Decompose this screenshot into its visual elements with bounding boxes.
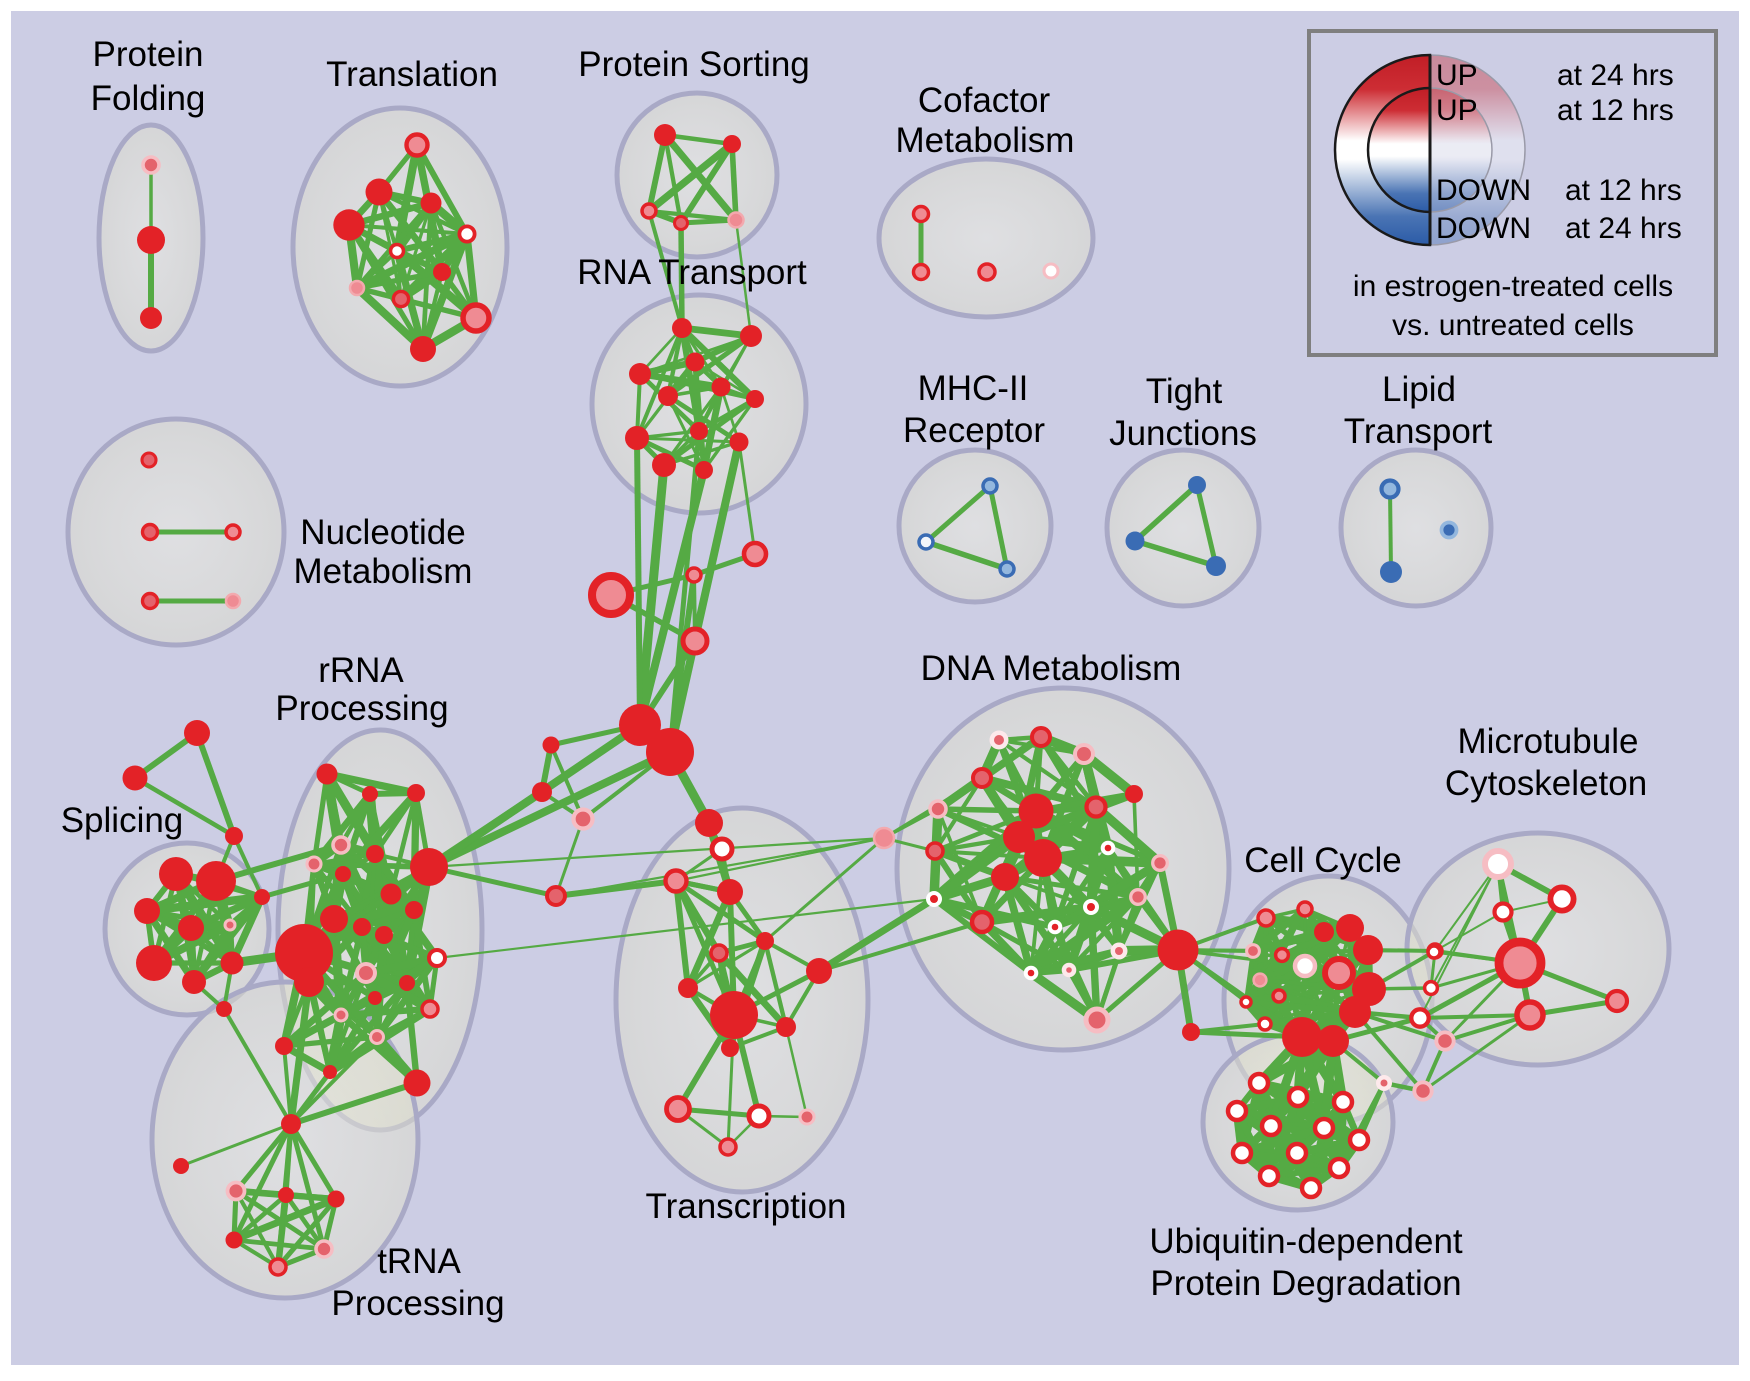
svg-text:Splicing: Splicing bbox=[61, 801, 184, 840]
svg-text:Microtubule: Microtubule bbox=[1458, 722, 1639, 761]
svg-text:DOWN: DOWN bbox=[1436, 174, 1531, 207]
svg-text:rRNA: rRNA bbox=[318, 651, 404, 690]
svg-text:Protein Degradation: Protein Degradation bbox=[1150, 1264, 1461, 1303]
svg-text:Processing: Processing bbox=[275, 689, 448, 728]
svg-text:Metabolism: Metabolism bbox=[294, 552, 473, 591]
svg-text:Cell Cycle: Cell Cycle bbox=[1244, 841, 1402, 880]
svg-text:Processing: Processing bbox=[331, 1284, 504, 1323]
svg-text:at 24 hrs: at 24 hrs bbox=[1565, 212, 1682, 245]
svg-text:RNA Transport: RNA Transport bbox=[577, 253, 807, 292]
svg-text:Cytoskeleton: Cytoskeleton bbox=[1445, 764, 1647, 803]
svg-text:tRNA: tRNA bbox=[377, 1242, 461, 1281]
svg-text:DNA Metabolism: DNA Metabolism bbox=[921, 649, 1182, 688]
svg-text:Lipid: Lipid bbox=[1382, 370, 1456, 409]
svg-text:Receptor: Receptor bbox=[903, 411, 1045, 450]
svg-text:at 24 hrs: at 24 hrs bbox=[1557, 59, 1674, 92]
svg-text:Transport: Transport bbox=[1344, 412, 1493, 451]
svg-text:Folding: Folding bbox=[91, 79, 206, 118]
svg-text:Nucleotide: Nucleotide bbox=[300, 513, 465, 552]
svg-text:at 12 hrs: at 12 hrs bbox=[1565, 174, 1682, 207]
svg-text:Ubiquitin-dependent: Ubiquitin-dependent bbox=[1149, 1222, 1463, 1261]
svg-text:Junctions: Junctions bbox=[1109, 414, 1257, 453]
svg-text:in estrogen-treated cells: in estrogen-treated cells bbox=[1353, 270, 1673, 303]
svg-text:UP: UP bbox=[1436, 59, 1478, 92]
svg-text:UP: UP bbox=[1436, 94, 1478, 127]
svg-text:DOWN: DOWN bbox=[1436, 212, 1531, 245]
svg-text:vs. untreated cells: vs. untreated cells bbox=[1392, 309, 1634, 342]
svg-text:Translation: Translation bbox=[326, 55, 498, 94]
svg-text:Protein Sorting: Protein Sorting bbox=[578, 45, 810, 84]
svg-text:Tight: Tight bbox=[1146, 372, 1223, 411]
svg-text:at 12 hrs: at 12 hrs bbox=[1557, 94, 1674, 127]
svg-text:Transcription: Transcription bbox=[646, 1187, 847, 1226]
svg-text:Cofactor: Cofactor bbox=[918, 81, 1051, 120]
svg-text:Protein: Protein bbox=[93, 35, 204, 74]
svg-text:Metabolism: Metabolism bbox=[896, 121, 1075, 160]
svg-text:MHC-II: MHC-II bbox=[918, 369, 1029, 408]
